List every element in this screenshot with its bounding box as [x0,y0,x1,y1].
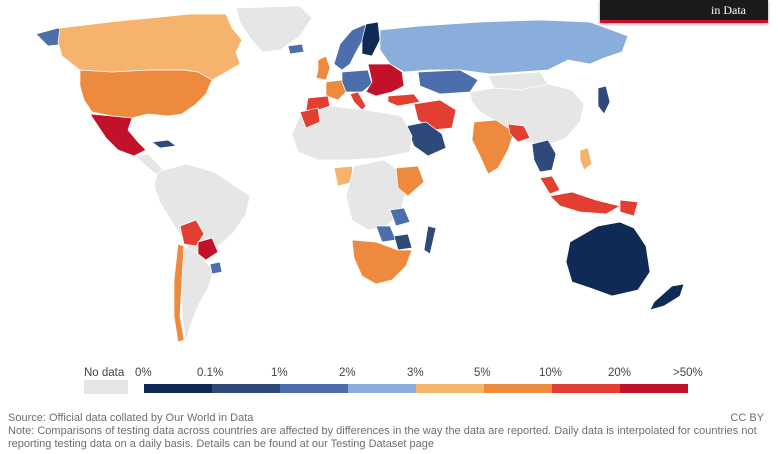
methodology-note: Note: Comparisons of testing data across… [8,425,757,450]
region-united-kingdom[interactable] [315,55,331,81]
region-cuba[interactable] [151,139,177,149]
region-iceland[interactable] [287,43,305,55]
legend-tick-label: >50% [673,367,703,379]
region-greenland[interactable] [235,5,313,53]
legend-swatch[interactable] [620,384,688,393]
region-united-states[interactable] [79,69,213,119]
region-australia[interactable] [565,221,651,297]
region-southern-africa[interactable] [351,239,413,285]
region-ethiopia[interactable] [395,165,425,197]
legend-swatch[interactable] [144,384,212,393]
region-china[interactable] [469,83,585,147]
region-turkey[interactable] [387,93,421,107]
legend-tick-label: 0.1% [197,367,224,379]
region-new-zealand[interactable] [649,283,685,311]
legend-swatch[interactable] [484,384,552,393]
region-north-africa[interactable] [291,105,413,161]
region-kenya[interactable] [389,207,411,227]
map-legend: No data 0% 0.1% 1% 2% 3% 5% 10% 20% >50% [0,362,778,402]
legend-swatch[interactable] [416,384,484,393]
legend-tick-label: 5% [474,367,491,379]
badge-text: in Data [711,3,746,17]
source-note: Source: Official data collated by Our Wo… [8,412,254,424]
region-bolivia[interactable] [179,219,205,247]
region-philippines[interactable] [579,147,593,171]
region-france[interactable] [325,79,347,101]
legend-swatch[interactable] [348,384,416,393]
region-saudi-arabia[interactable] [405,121,447,157]
legend-no-data-swatch[interactable] [84,380,128,394]
region-finland[interactable] [361,21,381,57]
region-paraguay[interactable] [197,237,219,261]
region-morocco[interactable] [299,107,321,129]
legend-tick-label: 20% [608,367,632,379]
region-argentina[interactable] [181,245,215,343]
region-uruguay[interactable] [209,261,223,275]
owid-logo-badge[interactable]: in Data [600,0,768,23]
region-southeast-asia[interactable] [531,139,557,173]
region-kazakhstan[interactable] [417,69,479,95]
region-bangladesh[interactable] [507,123,531,143]
region-central-europe[interactable] [341,69,373,93]
legend-tick-label: 2% [339,367,356,379]
legend-tick-label: 1% [271,367,288,379]
region-scandinavia[interactable] [333,23,367,71]
region-indonesia[interactable] [549,191,621,215]
legend-tick-label: 10% [539,367,563,379]
legend-swatch[interactable] [280,384,348,393]
region-central-america[interactable] [135,153,165,175]
legend-tick-label: 0% [135,367,152,379]
license-label[interactable]: CC BY [730,412,764,424]
region-russia[interactable] [379,19,629,75]
region-zimbabwe[interactable] [393,233,413,251]
region-italy[interactable] [349,91,367,111]
region-mexico[interactable] [89,113,147,157]
legend-tick-label: 3% [407,367,424,379]
region-papua-new-guinea[interactable] [619,199,639,217]
region-malaysia[interactable] [539,175,561,195]
world-map [35,5,685,343]
legend-no-data-label: No data [84,367,125,379]
region-japan[interactable] [597,85,611,115]
region-zambia[interactable] [375,225,397,243]
legend-swatch[interactable] [552,384,620,393]
region-india[interactable] [471,119,515,175]
map-footer: Source: Official data collated by Our Wo… [8,412,768,451]
region-madagascar[interactable] [423,225,437,255]
legend-swatch[interactable] [212,384,280,393]
